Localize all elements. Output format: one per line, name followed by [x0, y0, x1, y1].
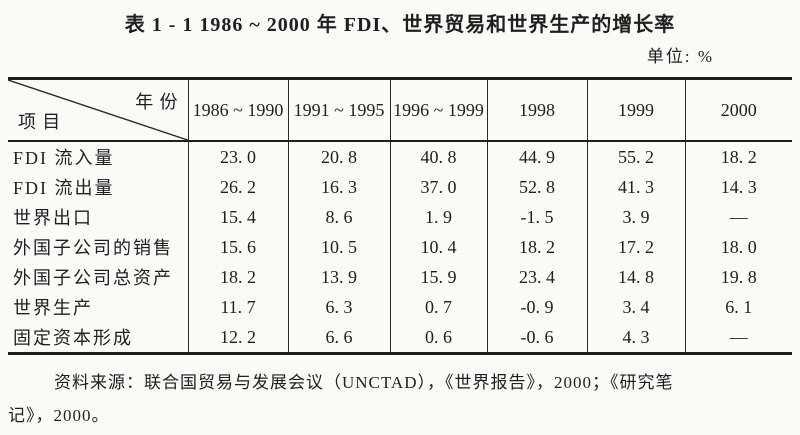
- value-cell: 15. 6: [187, 232, 288, 262]
- row-label: 外国子公司总资产: [13, 268, 173, 288]
- value-cell: 4. 3: [586, 322, 685, 354]
- table-row: 世界生产 11. 7 6. 3 0. 7 -0. 9 3. 4 6. 1: [8, 292, 792, 322]
- value-cell: 41. 3: [586, 172, 685, 202]
- value-cell: 26. 2: [187, 172, 288, 202]
- value-cell: 17. 2: [586, 232, 685, 262]
- value-cell: 15. 9: [389, 262, 487, 292]
- value-cell: 37. 0: [389, 172, 487, 202]
- value-cell: -0. 9: [486, 292, 587, 322]
- corner-item-label: 项目: [18, 112, 67, 132]
- value-cell: 0. 6: [389, 322, 487, 354]
- value-cell: 52. 8: [486, 172, 587, 202]
- row-label: FDI 流入量: [13, 148, 115, 168]
- value-cell: 40. 8: [389, 141, 487, 172]
- year-column-header: 1998: [486, 78, 587, 142]
- year-column-header: 1999: [586, 78, 685, 142]
- value-cell: 3. 4: [586, 292, 685, 322]
- value-cell: 14. 3: [684, 172, 792, 202]
- value-cell: -1. 5: [486, 202, 587, 232]
- value-cell: 6. 6: [287, 322, 390, 354]
- value-cell: 20. 8: [287, 141, 390, 172]
- source-note-line2: 记》，2000。: [8, 406, 110, 425]
- growth-rate-table: 年份 项目 1986 ~ 1990 1991 ~ 1995 1996 ~ 199…: [8, 77, 792, 355]
- value-cell: 18. 2: [684, 141, 792, 172]
- value-cell: 18. 0: [684, 232, 792, 262]
- value-cell: 18. 2: [187, 262, 288, 292]
- value-cell: 11. 7: [187, 292, 288, 322]
- year-column-header: 2000: [684, 78, 792, 142]
- value-cell: 10. 5: [287, 232, 390, 262]
- value-cell: 6. 3: [287, 292, 390, 322]
- value-cell: 44. 9: [486, 141, 587, 172]
- header-corner-cell: 年份 项目: [8, 78, 188, 142]
- value-cell: 23. 0: [187, 141, 288, 172]
- corner-year-label: 年份: [135, 92, 184, 112]
- header-row: 年份 项目 1986 ~ 1990 1991 ~ 1995 1996 ~ 199…: [8, 78, 792, 142]
- value-cell: 0. 7: [389, 292, 487, 322]
- unit-label: 单位: %: [646, 47, 714, 66]
- source-note-line1: 资料来源：联合国贸易与发展会议（UNCTAD），《世界报告》，2000；《研究笔: [54, 373, 674, 392]
- value-cell: 15. 4: [187, 202, 288, 232]
- value-cell: 16. 3: [287, 172, 390, 202]
- row-label: 外国子公司的销售: [13, 238, 173, 258]
- value-cell: 6. 1: [684, 292, 792, 322]
- row-label: 世界生产: [13, 298, 93, 318]
- value-cell: 55. 2: [586, 141, 685, 172]
- row-label: 固定资本形成: [13, 328, 133, 348]
- value-cell: 13. 9: [287, 262, 390, 292]
- table-row: 外国子公司的销售 15. 6 10. 5 10. 4 18. 2 17. 2 1…: [8, 232, 792, 262]
- table-row: 世界出口 15. 4 8. 6 1. 9 -1. 5 3. 9 —: [8, 202, 792, 232]
- value-cell: 10. 4: [389, 232, 487, 262]
- table-row: 固定资本形成 12. 2 6. 6 0. 6 -0. 6 4. 3 —: [8, 322, 792, 354]
- value-cell: 12. 2: [187, 322, 288, 354]
- value-cell: 23. 4: [486, 262, 587, 292]
- value-cell: —: [684, 322, 792, 354]
- value-cell: 3. 9: [586, 202, 685, 232]
- table-row: 外国子公司总资产 18. 2 13. 9 15. 9 23. 4 14. 8 1…: [8, 262, 792, 292]
- value-cell: 14. 8: [586, 262, 685, 292]
- year-column-header: 1991 ~ 1995: [287, 78, 390, 142]
- row-label: FDI 流出量: [13, 178, 115, 198]
- table-row: FDI 流出量 26. 2 16. 3 37. 0 52. 8 41. 3 14…: [8, 172, 792, 202]
- source-note: 资料来源：联合国贸易与发展会议（UNCTAD），《世界报告》，2000；《研究笔…: [8, 366, 792, 432]
- value-cell: 8. 6: [287, 202, 390, 232]
- year-column-header: 1986 ~ 1990: [187, 78, 288, 142]
- table-title: 表 1 - 1 1986 ~ 2000 年 FDI、世界贸易和世界生产的增长率: [124, 14, 676, 36]
- diagonal-divider-line: [8, 80, 188, 140]
- value-cell: 1. 9: [389, 202, 487, 232]
- row-label: 世界出口: [13, 208, 93, 228]
- year-column-header: 1996 ~ 1999: [389, 78, 487, 142]
- value-cell: —: [684, 202, 792, 232]
- value-cell: 19. 8: [684, 262, 792, 292]
- value-cell: -0. 6: [486, 322, 587, 354]
- table-row: FDI 流入量 23. 0 20. 8 40. 8 44. 9 55. 2 18…: [8, 141, 792, 172]
- value-cell: 18. 2: [486, 232, 587, 262]
